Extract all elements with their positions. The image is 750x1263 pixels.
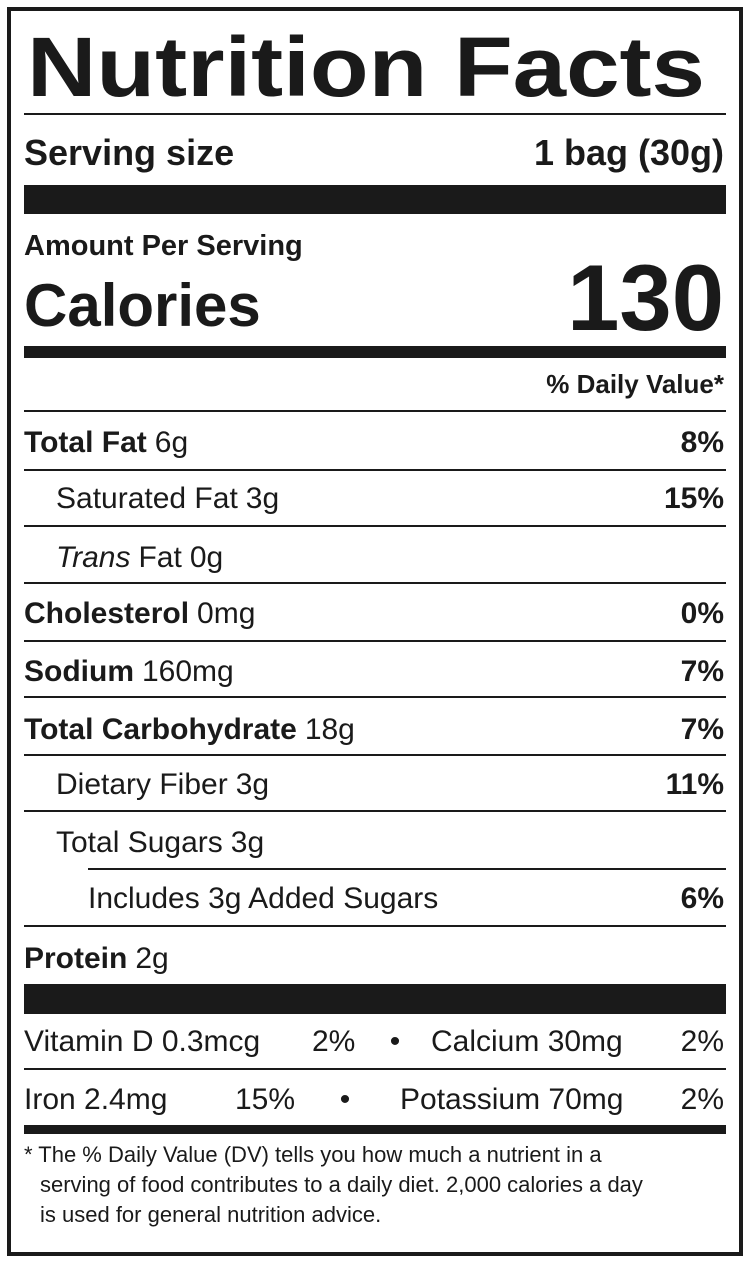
rule bbox=[24, 640, 726, 642]
medium-bar bbox=[24, 1125, 726, 1134]
rule bbox=[88, 868, 726, 870]
nutrient-name-italic: Trans bbox=[56, 541, 130, 574]
nutrient-amount: 3g bbox=[246, 482, 279, 515]
nutrient-row: Saturated Fat 3g bbox=[56, 482, 279, 515]
rule bbox=[24, 113, 726, 115]
vitamin-name: Potassium 70mg bbox=[400, 1083, 623, 1116]
title: Nutrition Facts bbox=[27, 20, 705, 114]
nutrient-amount: 2g bbox=[135, 942, 168, 975]
nutrient-amount: 0g bbox=[190, 541, 223, 574]
nutrient-name: Sodium bbox=[24, 655, 134, 688]
vitamin-dv: 15% bbox=[235, 1083, 295, 1116]
vitamin-dv: 2% bbox=[681, 1083, 724, 1116]
nutrient-amount: 160mg bbox=[142, 655, 234, 688]
nutrient-name: Includes 3g Added Sugars bbox=[88, 882, 438, 915]
nutrient-amount: 3g bbox=[236, 768, 269, 801]
medium-bar bbox=[24, 346, 726, 358]
nutrient-dv: 8% bbox=[681, 426, 724, 459]
rule bbox=[24, 754, 726, 756]
nutrient-row: Includes 3g Added Sugars bbox=[88, 882, 438, 915]
nutrient-row: Dietary Fiber 3g bbox=[56, 768, 269, 801]
nutrient-name: Total Carbohydrate bbox=[24, 713, 297, 746]
thick-bar bbox=[24, 185, 726, 214]
vitamin-name: Vitamin D 0.3mcg bbox=[24, 1025, 260, 1058]
thick-bar bbox=[24, 984, 726, 1014]
amount-per-serving: Amount Per Serving bbox=[24, 230, 303, 262]
footnote-line: serving of food contributes to a daily d… bbox=[40, 1172, 643, 1197]
nutrient-dv: 11% bbox=[666, 768, 724, 801]
rule bbox=[24, 1068, 726, 1070]
serving-label: Serving size bbox=[24, 132, 234, 173]
nutrient-name: Dietary Fiber bbox=[56, 768, 228, 801]
rule bbox=[24, 810, 726, 812]
vitamin-name: Calcium 30mg bbox=[431, 1025, 623, 1058]
nutrient-name: Cholesterol bbox=[24, 597, 189, 630]
rule bbox=[24, 582, 726, 584]
nutrient-amount: 0mg bbox=[197, 597, 255, 630]
daily-value-header: % Daily Value* bbox=[546, 369, 725, 399]
nutrient-amount: 6g bbox=[155, 426, 188, 459]
nutrient-row: Sodium 160mg bbox=[24, 655, 234, 688]
nutrient-name: Protein bbox=[24, 942, 127, 975]
separator: • bbox=[340, 1083, 351, 1116]
nutrient-dv: 6% bbox=[681, 882, 724, 915]
rule bbox=[24, 525, 726, 527]
nutrient-name: Saturated Fat bbox=[56, 482, 238, 515]
nutrient-dv: 7% bbox=[681, 713, 724, 746]
footnote-line: * The % Daily Value (DV) tells you how m… bbox=[24, 1142, 602, 1167]
serving-value: 1 bag (30g) bbox=[534, 132, 724, 173]
nutrient-row: Total Sugars 3g bbox=[56, 826, 264, 859]
label-border bbox=[7, 7, 743, 1256]
vitamin-name: Iron 2.4mg bbox=[24, 1083, 167, 1116]
nutrient-row: Total Carbohydrate 18g bbox=[24, 713, 355, 746]
nutrient-row: Trans Fat 0g bbox=[56, 541, 223, 574]
rule bbox=[24, 410, 726, 412]
nutrient-amount: 18g bbox=[305, 713, 355, 746]
nutrient-row: Cholesterol 0mg bbox=[24, 597, 255, 630]
nutrient-name: Fat bbox=[138, 541, 182, 574]
nutrient-name: Total Sugars bbox=[56, 826, 223, 859]
calories-value: 130 bbox=[567, 245, 724, 350]
rule bbox=[24, 925, 726, 927]
nutrient-dv: 7% bbox=[681, 655, 724, 688]
nutrient-name: Total Fat bbox=[24, 426, 147, 459]
nutrient-dv: 15% bbox=[664, 482, 724, 515]
nutrient-dv: 0% bbox=[681, 597, 724, 630]
rule bbox=[24, 469, 726, 471]
vitamin-dv: 2% bbox=[681, 1025, 724, 1058]
calories-label: Calories bbox=[24, 272, 261, 339]
rule bbox=[24, 696, 726, 698]
footnote-line: is used for general nutrition advice. bbox=[40, 1202, 381, 1227]
nutrient-row: Protein 2g bbox=[24, 942, 169, 975]
nutrient-row: Total Fat 6g bbox=[24, 426, 188, 459]
nutrient-amount: 3g bbox=[231, 826, 264, 859]
vitamin-dv: 2% bbox=[312, 1025, 355, 1058]
separator: • bbox=[390, 1025, 401, 1058]
